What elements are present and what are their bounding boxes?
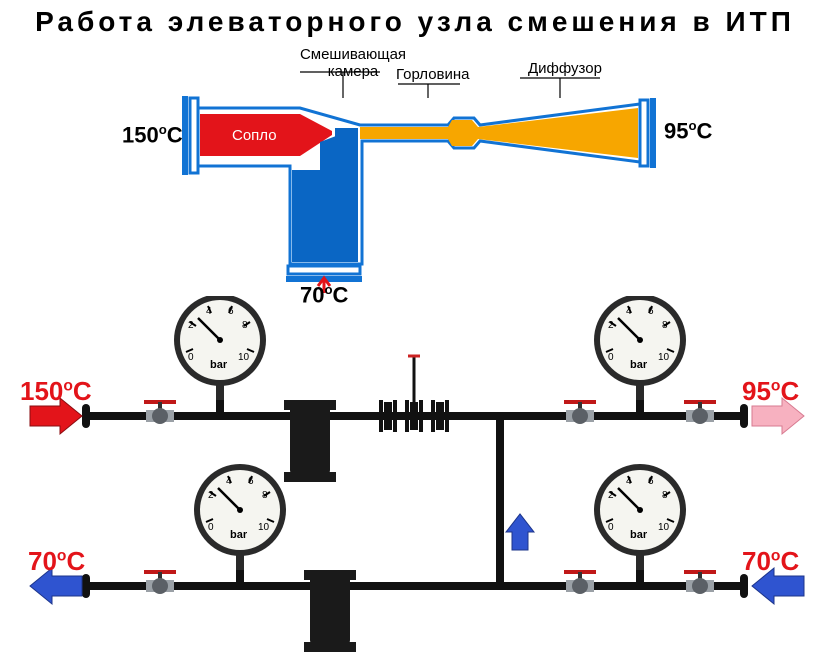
flange-joint: [431, 400, 449, 432]
ball-valve: [684, 570, 716, 594]
piping-scheme: 0 2 4 6 8 10 bar: [0, 296, 830, 656]
scheme-temp-outlet-return: 70oC: [28, 546, 85, 577]
ball-valve: [564, 570, 596, 594]
scheme-temp-outlet-supply: 95oC: [742, 376, 799, 407]
pressure-gauge-icon: [594, 464, 686, 570]
ball-valve: [144, 400, 176, 424]
nozzle-label: Сопло: [232, 127, 277, 144]
pressure-gauge-icon: [194, 464, 286, 570]
throat-label: Горловина: [396, 66, 470, 83]
flange-joint: [379, 400, 397, 432]
ball-valve: [144, 570, 176, 594]
arrow-recirc: [506, 514, 534, 550]
pressure-gauge-icon: [174, 296, 266, 400]
ball-valve: [564, 400, 596, 424]
elevator-temp-in: 150oC: [122, 122, 183, 148]
page-title: Работа элеваторного узла смешения в ИТП: [0, 0, 830, 38]
mud-filter-return: [304, 570, 356, 652]
mud-filter-supply: [284, 400, 336, 482]
chamber-label: Смешивающая камера: [298, 46, 408, 80]
scheme-temp-inlet-return: 70oC: [742, 546, 799, 577]
elevator-throat-diffuser: [360, 108, 638, 158]
elevator-temp-out: 95oC: [664, 118, 712, 144]
diffuser-label: Диффузор: [528, 60, 602, 77]
ball-valve: [684, 400, 716, 424]
scheme-temp-inlet-supply: 150oC: [20, 376, 92, 407]
pressure-gauge-icon: [594, 296, 686, 400]
